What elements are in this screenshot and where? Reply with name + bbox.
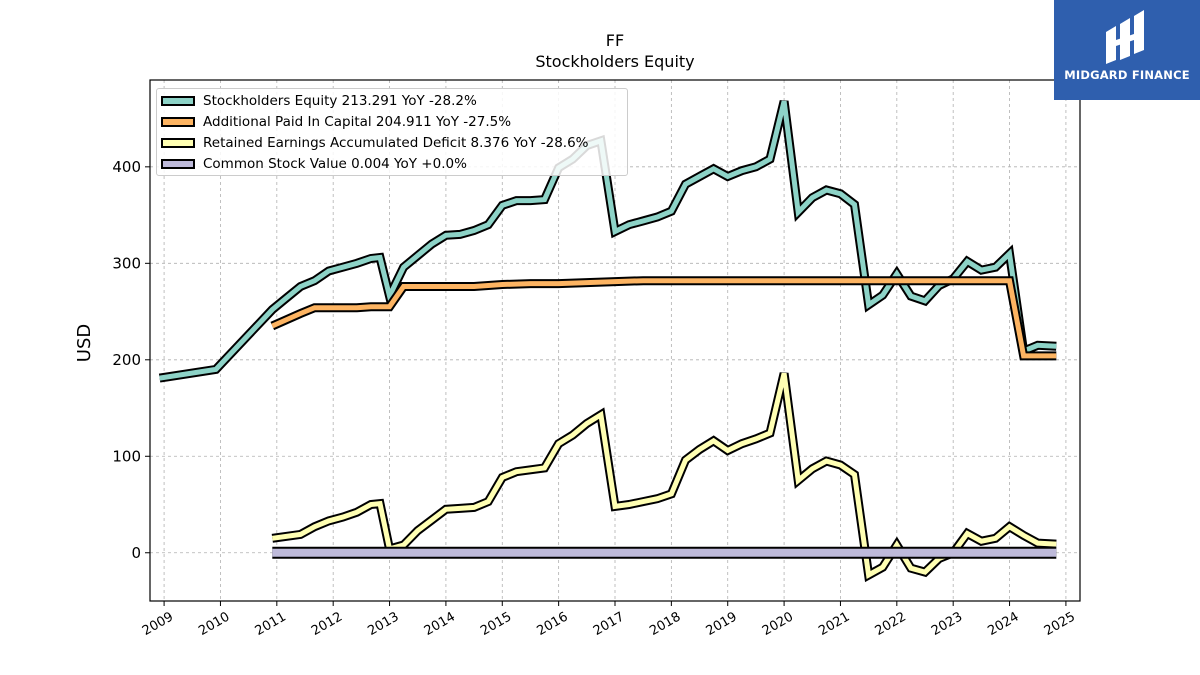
legend-item-common-stock-value: Common Stock Value 0.004 YoY +0.0%: [161, 155, 467, 173]
x-tick-label: 2016: [534, 609, 570, 639]
series-line-core: [159, 100, 1057, 381]
legend-label: Additional Paid In Capital 204.911 YoY -…: [203, 114, 512, 130]
chart-title: FF: [605, 31, 625, 50]
y-tick-label: 0: [131, 544, 141, 562]
x-tick-label: 2021: [816, 609, 852, 639]
legend-label: Stockholders Equity 213.291 YoY -28.2%: [203, 93, 477, 109]
x-tick-label: 2015: [478, 609, 514, 639]
series-lines: [158, 100, 1057, 583]
x-tick-label: 2017: [591, 609, 627, 639]
y-tick-label: 200: [112, 351, 141, 369]
x-tick-label: 2009: [140, 609, 176, 639]
x-tick-label: 2018: [647, 609, 683, 639]
series-line: [270, 276, 1057, 361]
legend-swatch: [161, 159, 195, 169]
x-tick-label: 2020: [760, 609, 796, 639]
x-tick-label: 2012: [309, 609, 345, 639]
series-line: [271, 372, 1057, 583]
legend-label: Retained Earnings Accumulated Deficit 8.…: [203, 135, 589, 151]
x-tick-label: 2024: [985, 609, 1021, 639]
x-tick-label: 2013: [365, 609, 401, 639]
midgard-finance-logo: MIDGARD FINANCE: [1054, 0, 1200, 100]
x-tick-label: 2014: [422, 609, 458, 639]
series-line-core: [271, 372, 1057, 579]
midgard-logo-icon: [1106, 10, 1144, 64]
chart-subtitle: Stockholders Equity: [535, 52, 695, 71]
legend-swatch: [161, 96, 195, 106]
x-tick-label: 2019: [704, 609, 740, 639]
x-tick-label: 2010: [196, 609, 232, 639]
x-tick-label: 2011: [253, 609, 289, 639]
logo-text: MIDGARD FINANCE: [1064, 68, 1190, 82]
legend-item-additional-paid-in-capital: Additional Paid In Capital 204.911 YoY -…: [161, 113, 511, 131]
legend-item-retained-earnings: Retained Earnings Accumulated Deficit 8.…: [161, 134, 589, 152]
y-tick-label: 300: [112, 254, 141, 272]
legend-item-stockholders-equity: Stockholders Equity 213.291 YoY -28.2%: [161, 92, 477, 110]
x-tick-label: 2022: [873, 609, 909, 639]
series-line: [158, 100, 1057, 383]
grid-lines: [150, 80, 1080, 601]
chart-legend: Stockholders Equity 213.291 YoY -28.2% A…: [156, 88, 628, 176]
legend-label: Common Stock Value 0.004 YoY +0.0%: [203, 156, 467, 172]
y-tick-label: 100: [112, 447, 141, 465]
series-line-core: [271, 278, 1057, 359]
x-tick-label: 2025: [1042, 609, 1078, 639]
y-tick-label: 400: [112, 158, 141, 176]
legend-swatch: [161, 117, 195, 127]
x-tick-label: 2023: [929, 609, 965, 639]
legend-swatch: [161, 138, 195, 148]
y-axis-label: USD: [74, 324, 95, 362]
